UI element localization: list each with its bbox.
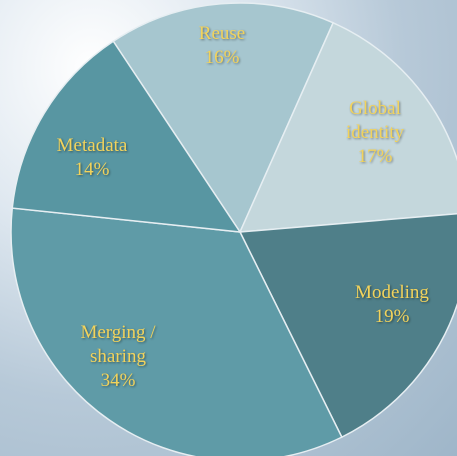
pie-slice [10, 207, 343, 456]
category-label: Modeling [355, 282, 429, 303]
pie-slice [11, 40, 242, 233]
slice-label: Global identity 17% [330, 97, 420, 169]
value-label: 17% [357, 146, 393, 167]
pie-slice [238, 21, 457, 233]
slice-label: Metadata 14% [37, 134, 147, 182]
slice-label: Merging / sharing 34% [68, 321, 168, 393]
slice-label: Modeling 19% [337, 281, 447, 329]
category-label: Metadata [56, 135, 128, 156]
value-label: 19% [374, 306, 410, 327]
slice-label: Reuse 16% [182, 22, 262, 70]
category-label: Global identity [345, 98, 405, 143]
pie-slice [238, 213, 457, 439]
pie-slice [112, 2, 335, 234]
value-label: 16% [204, 47, 240, 68]
value-label: 34% [100, 370, 136, 391]
category-label: Reuse [198, 23, 246, 44]
value-label: 14% [74, 159, 110, 180]
category-label: Merging / sharing [80, 322, 156, 367]
